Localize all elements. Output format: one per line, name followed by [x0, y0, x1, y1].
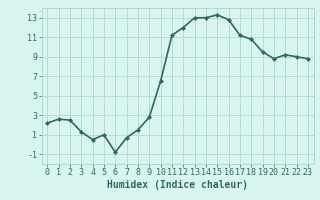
X-axis label: Humidex (Indice chaleur): Humidex (Indice chaleur): [107, 180, 248, 190]
